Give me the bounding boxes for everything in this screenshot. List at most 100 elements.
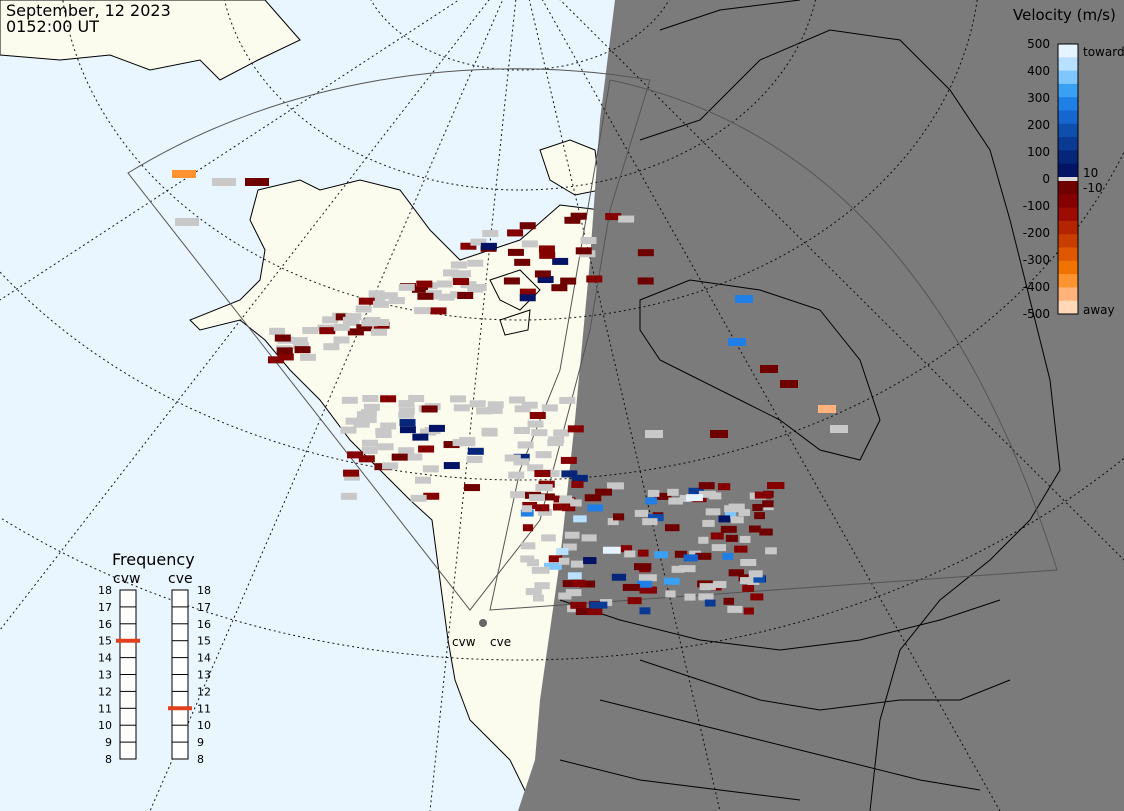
- echo-cell: [668, 497, 683, 505]
- velocity-legend: Velocity (m/s) 500 400 300 200 100 0 -100 -200 -…: [1013, 6, 1124, 321]
- echo-cell: [341, 396, 358, 404]
- echo-cell: [520, 555, 535, 563]
- echo-cell: [519, 288, 536, 296]
- echo-cell: [355, 305, 372, 313]
- frequency-scales: 18 17 16 15 14 13 12 11 10 9 8 18 17 16 15 14 13 12 11 10 9 8: [98, 584, 211, 766]
- echo-cell: [531, 429, 548, 437]
- velocity-tick-label: 0: [1042, 172, 1050, 186]
- time-label: 0152:00 UT: [6, 17, 99, 36]
- echo-cell: [710, 430, 728, 438]
- echo-cell: [560, 456, 577, 464]
- echo-cell: [340, 426, 357, 434]
- echo-cell: [570, 560, 584, 568]
- echo-cell: [391, 453, 408, 461]
- frequency-title: Frequency: [112, 550, 195, 569]
- echo-cell: [417, 292, 434, 300]
- echo-cell: [422, 465, 439, 473]
- echo-cell: [381, 292, 398, 300]
- echo-layer: [172, 170, 848, 616]
- echo-cell: [583, 557, 597, 565]
- echo-cell: [689, 550, 702, 558]
- frequency-scale-label: 10: [98, 719, 112, 732]
- echo-cell: [624, 550, 636, 558]
- echo-cell: [765, 547, 777, 555]
- echo-cell: [450, 261, 467, 269]
- echo-cell: [541, 534, 556, 542]
- echo-cell: [570, 601, 587, 609]
- echo-cell: [267, 356, 284, 364]
- echo-cell: [342, 316, 359, 324]
- echo-cell: [753, 575, 765, 583]
- radar-site-marker: [479, 619, 487, 627]
- frequency-radar-cve: cve: [168, 571, 193, 587]
- echo-cell: [521, 505, 533, 513]
- echo-cell: [538, 493, 555, 501]
- velocity-tick-label: 100: [1027, 145, 1050, 159]
- echo-cell: [728, 338, 746, 346]
- echo-cell: [503, 277, 520, 285]
- echo-cell: [519, 294, 536, 302]
- echo-cell: [175, 218, 199, 226]
- echo-cell: [752, 504, 763, 512]
- echo-cell: [538, 245, 555, 253]
- echo-cell: [481, 427, 498, 435]
- frequency-scale-label: 15: [197, 635, 211, 648]
- echo-cell: [414, 307, 431, 315]
- velocity-tick-label: 200: [1027, 118, 1050, 132]
- echo-cell: [398, 447, 415, 455]
- echo-cell: [276, 347, 293, 355]
- echo-cell: [543, 470, 560, 478]
- echo-cell: [514, 258, 531, 266]
- echo-cell: [581, 534, 597, 542]
- velocity-colorbar: [1057, 43, 1079, 315]
- echo-cell: [463, 484, 480, 492]
- echo-cell: [406, 453, 423, 461]
- echo-cell: [564, 531, 580, 539]
- echo-cell: [486, 406, 503, 414]
- echo-cell: [356, 411, 373, 419]
- echo-cell: [535, 484, 553, 492]
- echo-cell: [586, 275, 603, 283]
- echo-cell: [420, 428, 437, 436]
- echo-cell: [589, 601, 608, 609]
- echo-cell: [398, 407, 415, 415]
- echo-cell: [639, 586, 657, 594]
- echo-cell: [480, 242, 497, 250]
- echo-cell: [553, 503, 571, 511]
- colorbar-segment-toward: [1058, 70, 1078, 85]
- frequency-scale-label: 15: [98, 635, 112, 648]
- echo-cell: [638, 574, 657, 582]
- echo-cell: [519, 222, 536, 230]
- echo-cell: [725, 534, 738, 542]
- colorbar-segment-away: [1058, 234, 1078, 248]
- frequency-scale-label: 9: [197, 736, 204, 749]
- echo-cell: [467, 259, 484, 267]
- echo-cell: [421, 405, 438, 413]
- echo-cell: [398, 283, 415, 291]
- velocity-tick-label: -400: [1023, 280, 1050, 294]
- colorbar-segment-toward: [1058, 150, 1078, 165]
- echo-cell: [607, 518, 619, 526]
- velocity-ticks: 500 400 300 200 100 0 -100 -200 -300 -400 -500: [1023, 37, 1050, 321]
- echo-cell: [470, 283, 487, 291]
- echo-cell: [728, 503, 745, 511]
- echo-cell: [380, 395, 397, 403]
- colorbar-segment-toward: [1058, 123, 1078, 138]
- echo-cell: [645, 497, 658, 505]
- echo-cell: [762, 500, 774, 508]
- echo-cell: [510, 491, 527, 499]
- frequency-legend: Frequency cvw cve 1817161514131211109818…: [98, 550, 211, 766]
- frequency-scale-label: 13: [98, 669, 112, 682]
- frequency-scale-label: 14: [98, 652, 112, 665]
- velocity-tick-label: -300: [1023, 253, 1050, 267]
- echo-cell: [602, 546, 621, 554]
- echo-cell: [686, 494, 703, 502]
- echo-cell: [579, 580, 596, 588]
- echo-cell: [543, 562, 562, 570]
- frequency-scale-label: 8: [197, 753, 204, 766]
- echo-cell: [711, 544, 727, 552]
- echo-cell: [571, 474, 588, 482]
- echo-cell: [521, 240, 538, 248]
- echo-cell: [728, 569, 745, 577]
